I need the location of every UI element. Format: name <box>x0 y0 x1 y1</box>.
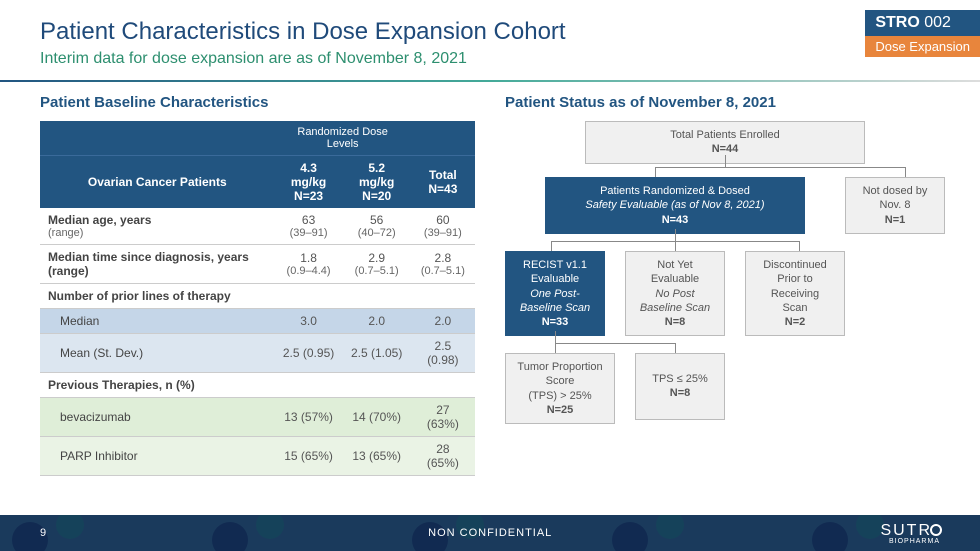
prev-section-header: Previous Therapies, n (%) <box>40 373 475 398</box>
table-row: Mean (St. Dev.)2.5 (0.95)2.5 (1.05)2.5 (… <box>40 334 475 373</box>
col2-header: 5.2 mg/kgN=20 <box>343 156 411 209</box>
company-logo: SUTR BIOPHARMA <box>880 522 940 545</box>
table-row: Median time since diagnosis, years (rang… <box>40 245 475 284</box>
badge-top: STRO 002 <box>865 10 980 36</box>
node-tps-le: TPS ≤ 25%N=8 <box>635 353 725 420</box>
slide-footer: 9 NON CONFIDENTIAL SUTR BIOPHARMA <box>0 515 980 551</box>
table-row: PARP Inhibitor15 (65%)13 (65%)28 (65%) <box>40 437 475 476</box>
prior-section-header: Number of prior lines of therapy <box>40 284 475 309</box>
row-header: Ovarian Cancer Patients <box>40 156 275 209</box>
flowchart: Total Patients EnrolledN=44 Patients Ran… <box>505 121 940 461</box>
left-section-title: Patient Baseline Characteristics <box>40 94 475 111</box>
header-rule <box>0 80 980 82</box>
badge-bottom: Dose Expansion <box>865 36 980 57</box>
node-randomized: Patients Randomized & DosedSafety Evalua… <box>545 177 805 234</box>
right-column: Patient Status as of November 8, 2021 To… <box>505 94 940 476</box>
slide-subtitle: Interim data for dose expansion are as o… <box>40 50 940 68</box>
randomized-header: Randomized Dose Levels <box>275 121 411 156</box>
confidentiality-label: NON CONFIDENTIAL <box>100 527 880 539</box>
node-not-yet: Not YetEvaluableNo PostBaseline ScanN=8 <box>625 251 725 336</box>
program-badge: STRO 002 Dose Expansion <box>865 10 980 57</box>
node-recist: RECIST v1.1EvaluableOne Post-Baseline Sc… <box>505 251 605 336</box>
left-column: Patient Baseline Characteristics Randomi… <box>40 94 475 476</box>
col1-header: 4.3 mg/kgN=23 <box>275 156 343 209</box>
table-row: bevacizumab13 (57%)14 (70%)27 (63%) <box>40 398 475 437</box>
col3-header: TotalN=43 <box>411 156 475 209</box>
characteristics-table: Randomized Dose Levels Ovarian Cancer Pa… <box>40 121 475 476</box>
node-not-dosed: Not dosed byNov. 8N=1 <box>845 177 945 234</box>
table-row: Median age, years(range) 63(39–91) 56(40… <box>40 208 475 245</box>
node-discontinued: DiscontinuedPrior toReceivingScanN=2 <box>745 251 845 336</box>
slide-title: Patient Characteristics in Dose Expansio… <box>40 18 940 46</box>
node-tps-gt: Tumor ProportionScore(TPS) > 25%N=25 <box>505 353 615 424</box>
logo-ring-icon <box>930 524 942 536</box>
page-number: 9 <box>40 527 100 539</box>
slide-header: Patient Characteristics in Dose Expansio… <box>0 0 980 76</box>
content-area: Patient Baseline Characteristics Randomi… <box>0 94 980 476</box>
table-row: Median3.02.02.0 <box>40 309 475 334</box>
right-section-title: Patient Status as of November 8, 2021 <box>505 94 940 111</box>
